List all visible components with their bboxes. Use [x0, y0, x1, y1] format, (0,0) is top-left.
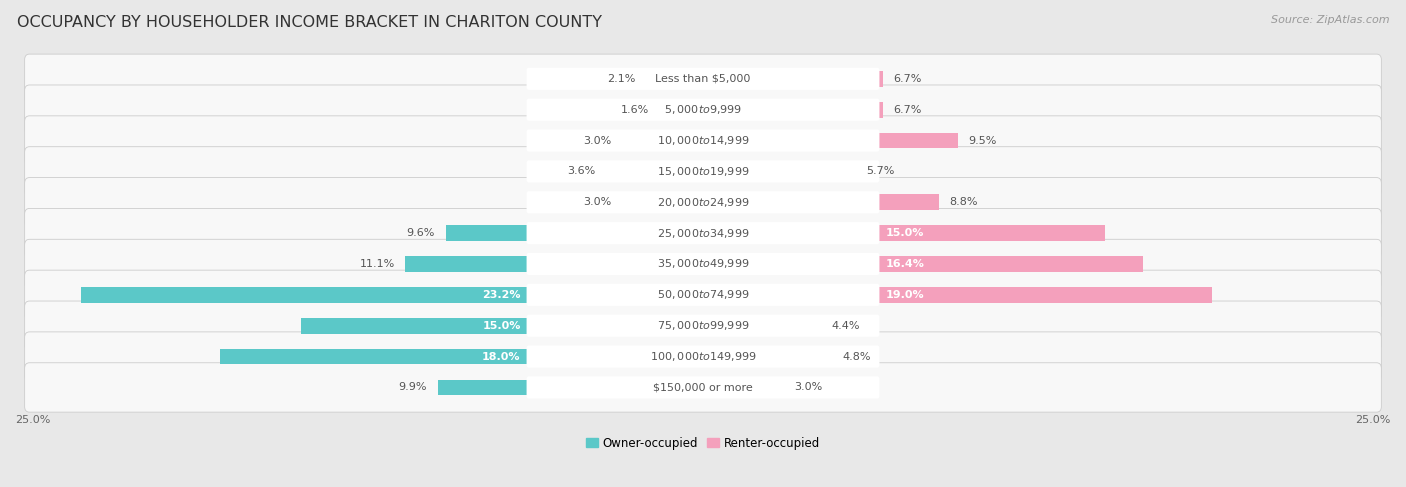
- Text: 15.0%: 15.0%: [482, 321, 520, 331]
- Text: Source: ZipAtlas.com: Source: ZipAtlas.com: [1271, 15, 1389, 25]
- FancyBboxPatch shape: [527, 315, 879, 337]
- Text: $5,000 to $9,999: $5,000 to $9,999: [664, 103, 742, 116]
- Text: 19.0%: 19.0%: [886, 290, 924, 300]
- Text: $10,000 to $14,999: $10,000 to $14,999: [657, 134, 749, 147]
- FancyBboxPatch shape: [25, 54, 1381, 104]
- Text: 3.0%: 3.0%: [583, 135, 612, 146]
- Bar: [221, 349, 703, 364]
- Text: $25,000 to $34,999: $25,000 to $34,999: [657, 226, 749, 240]
- Bar: [301, 318, 703, 334]
- Text: $100,000 to $149,999: $100,000 to $149,999: [650, 350, 756, 363]
- Bar: [437, 379, 703, 395]
- Text: 11.1%: 11.1%: [360, 259, 395, 269]
- FancyBboxPatch shape: [527, 284, 879, 306]
- Text: 6.7%: 6.7%: [893, 74, 922, 84]
- Bar: [703, 379, 783, 395]
- Text: $15,000 to $19,999: $15,000 to $19,999: [657, 165, 749, 178]
- Text: 16.4%: 16.4%: [886, 259, 924, 269]
- FancyBboxPatch shape: [25, 208, 1381, 258]
- Text: 5.7%: 5.7%: [866, 167, 896, 176]
- Bar: [405, 256, 703, 272]
- FancyBboxPatch shape: [25, 301, 1381, 351]
- FancyBboxPatch shape: [25, 270, 1381, 319]
- FancyBboxPatch shape: [527, 160, 879, 183]
- Text: OCCUPANCY BY HOUSEHOLDER INCOME BRACKET IN CHARITON COUNTY: OCCUPANCY BY HOUSEHOLDER INCOME BRACKET …: [17, 15, 602, 30]
- FancyBboxPatch shape: [25, 178, 1381, 227]
- Text: $20,000 to $24,999: $20,000 to $24,999: [657, 196, 749, 209]
- FancyBboxPatch shape: [527, 222, 879, 244]
- FancyBboxPatch shape: [25, 116, 1381, 165]
- FancyBboxPatch shape: [527, 253, 879, 275]
- Bar: [623, 194, 703, 210]
- Text: 9.6%: 9.6%: [406, 228, 434, 238]
- Bar: [703, 318, 821, 334]
- Text: 3.0%: 3.0%: [794, 382, 823, 393]
- Bar: [703, 225, 1105, 241]
- FancyBboxPatch shape: [25, 85, 1381, 134]
- FancyBboxPatch shape: [527, 376, 879, 398]
- Text: $35,000 to $49,999: $35,000 to $49,999: [657, 258, 749, 270]
- Text: Less than $5,000: Less than $5,000: [655, 74, 751, 84]
- Bar: [647, 71, 703, 87]
- Text: 2.1%: 2.1%: [607, 74, 636, 84]
- Bar: [703, 349, 832, 364]
- Text: 4.8%: 4.8%: [842, 352, 870, 361]
- FancyBboxPatch shape: [527, 68, 879, 90]
- Bar: [703, 132, 957, 149]
- Text: 18.0%: 18.0%: [482, 352, 520, 361]
- Bar: [703, 256, 1143, 272]
- Text: $75,000 to $99,999: $75,000 to $99,999: [657, 319, 749, 332]
- FancyBboxPatch shape: [25, 363, 1381, 412]
- Bar: [82, 287, 703, 303]
- Text: 9.5%: 9.5%: [969, 135, 997, 146]
- FancyBboxPatch shape: [527, 98, 879, 121]
- Text: 6.7%: 6.7%: [893, 105, 922, 114]
- Text: 1.6%: 1.6%: [621, 105, 650, 114]
- FancyBboxPatch shape: [25, 147, 1381, 196]
- Bar: [606, 164, 703, 179]
- Text: 3.0%: 3.0%: [583, 197, 612, 207]
- Text: $50,000 to $74,999: $50,000 to $74,999: [657, 288, 749, 301]
- Text: 9.9%: 9.9%: [398, 382, 427, 393]
- FancyBboxPatch shape: [527, 130, 879, 151]
- FancyBboxPatch shape: [25, 332, 1381, 381]
- Text: 23.2%: 23.2%: [482, 290, 520, 300]
- Bar: [703, 194, 939, 210]
- Bar: [623, 132, 703, 149]
- Bar: [703, 71, 883, 87]
- Text: 8.8%: 8.8%: [949, 197, 979, 207]
- Text: $150,000 or more: $150,000 or more: [654, 382, 752, 393]
- FancyBboxPatch shape: [527, 345, 879, 368]
- FancyBboxPatch shape: [527, 191, 879, 213]
- Bar: [703, 102, 883, 117]
- Text: 4.4%: 4.4%: [832, 321, 860, 331]
- Bar: [659, 102, 703, 117]
- Bar: [703, 287, 1212, 303]
- Bar: [446, 225, 703, 241]
- Bar: [703, 164, 856, 179]
- Legend: Owner-occupied, Renter-occupied: Owner-occupied, Renter-occupied: [586, 437, 820, 450]
- Text: 3.6%: 3.6%: [568, 167, 596, 176]
- Text: 15.0%: 15.0%: [886, 228, 924, 238]
- FancyBboxPatch shape: [25, 239, 1381, 289]
